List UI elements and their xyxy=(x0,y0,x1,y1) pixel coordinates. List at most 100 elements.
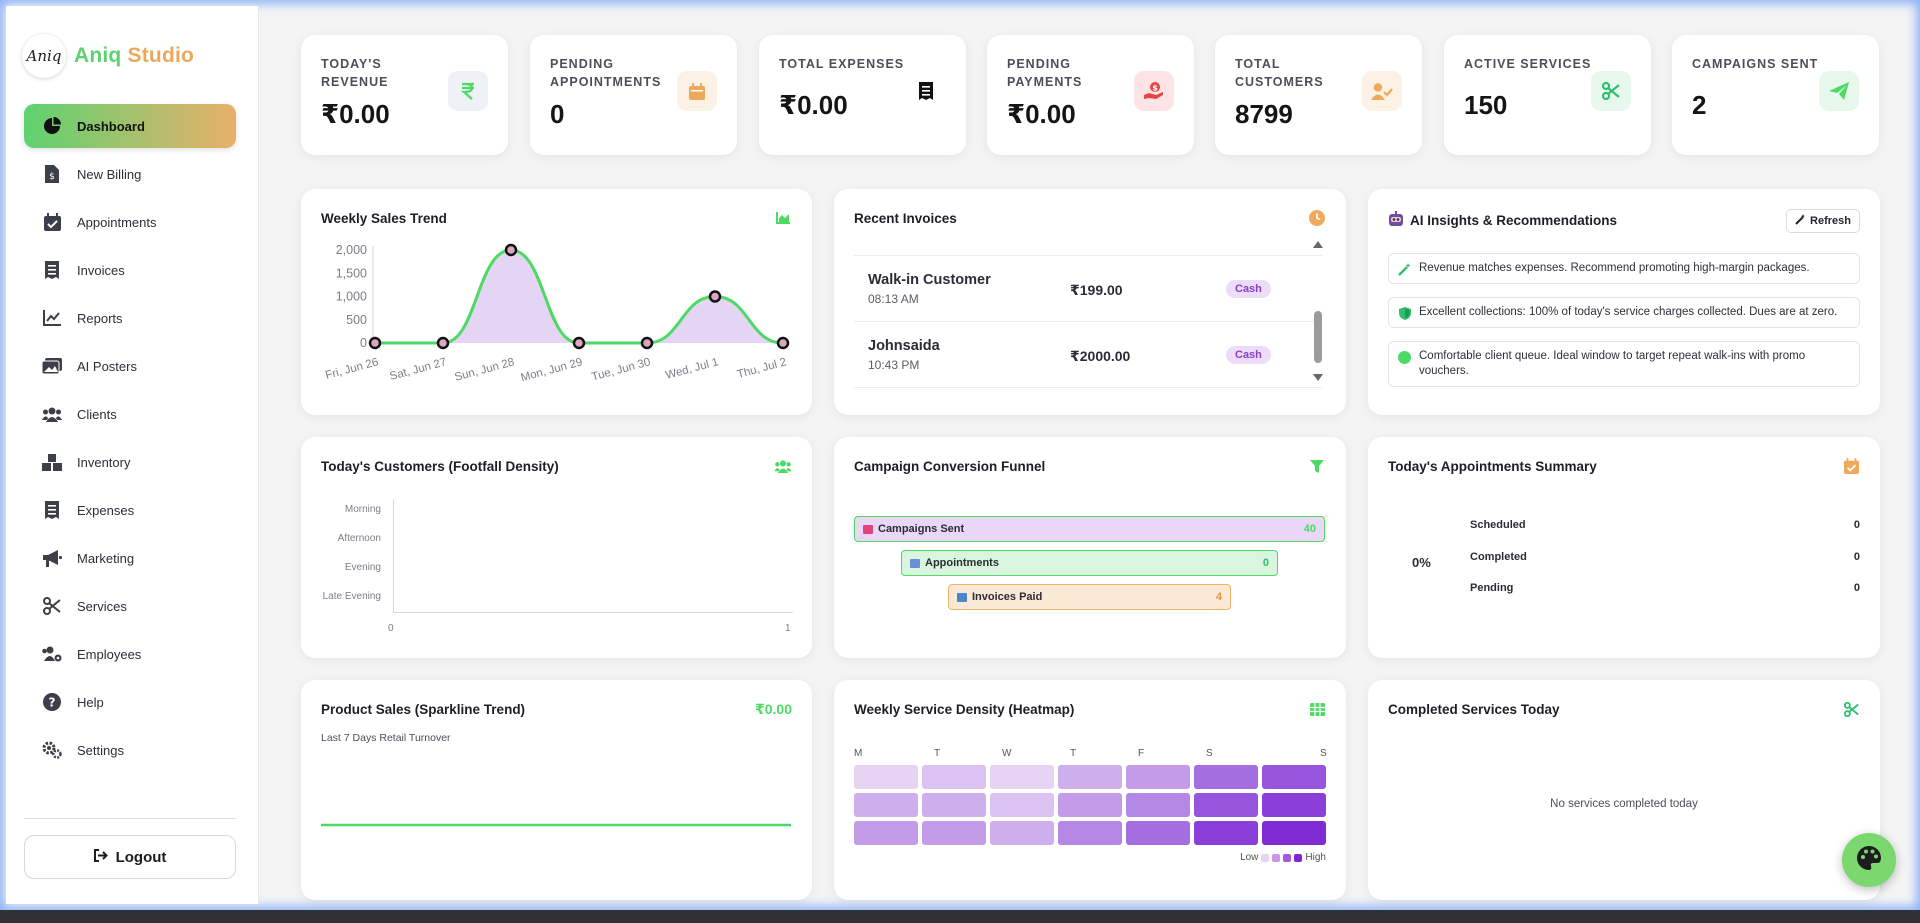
heatmap-cell[interactable] xyxy=(1194,765,1258,789)
funnel-value: 40 xyxy=(1303,523,1316,535)
heatmap-cell[interactable] xyxy=(1126,793,1190,817)
heatmap-cell[interactable] xyxy=(922,765,986,789)
sidebar-item-label: Appointments xyxy=(77,214,157,230)
heatmap-day-label: S xyxy=(1206,748,1213,759)
filter-icon[interactable] xyxy=(1308,457,1326,475)
heatmap-cell[interactable] xyxy=(922,821,986,845)
sidebar-item-invoices[interactable]: Invoices xyxy=(24,248,236,292)
stat-value: 2 xyxy=(1692,90,1707,120)
y-tick-label: 1,000 xyxy=(336,290,367,304)
funnel-bar-invoices-paid[interactable]: Invoices Paid 4 xyxy=(948,584,1231,610)
heatmap-cell[interactable] xyxy=(1194,793,1258,817)
stat-card-total-customers[interactable]: TOTAL CUSTOMERS 8799 xyxy=(1215,35,1422,155)
stat-card-total-expenses[interactable]: TOTAL EXPENSES ₹0.00 xyxy=(759,35,966,155)
receipt-icon xyxy=(42,500,62,520)
file-invoice-dollar-icon: $ xyxy=(42,164,62,184)
calendar-check-icon[interactable] xyxy=(1842,457,1860,475)
funnel-bar-appointments[interactable]: Appointments 0 xyxy=(901,550,1278,576)
data-point xyxy=(368,336,382,350)
users-cog-icon xyxy=(42,644,62,664)
stat-card-todays-revenue[interactable]: TODAY'S REVENUE ₹0.00 xyxy=(301,35,508,155)
insight-text: Comfortable client queue. Ideal window t… xyxy=(1419,350,1806,377)
scroll-up-arrow-icon[interactable] xyxy=(1313,241,1323,248)
panel-title: Completed Services Today xyxy=(1388,702,1560,717)
sidebar-item-services[interactable]: Services xyxy=(24,584,236,628)
area-chart-icon[interactable] xyxy=(774,209,792,227)
sidebar-item-appointments[interactable]: Appointments xyxy=(24,200,236,244)
sidebar-item-marketing[interactable]: Marketing xyxy=(24,536,236,580)
x-tick-label: Thu, Jul 2 xyxy=(736,356,788,381)
footfall-axis-x xyxy=(393,612,793,613)
scissors-icon[interactable] xyxy=(1842,700,1860,718)
stat-card-pending-payments[interactable]: PENDING PAYMENTS ₹0.00 $ xyxy=(987,35,1194,155)
table-row[interactable]: Johnsaida 10:43 PM ₹2000.00 Cash xyxy=(854,322,1322,388)
tick-label: Afternoon xyxy=(337,533,381,544)
theme-palette-button[interactable] xyxy=(1842,833,1896,887)
heatmap-cell[interactable] xyxy=(990,765,1054,789)
sidebar-item-clients[interactable]: Clients xyxy=(24,392,236,436)
scroll-thumb[interactable] xyxy=(1314,311,1322,363)
sidebar-item-inventory[interactable]: Inventory xyxy=(24,440,236,484)
heatmap-cell[interactable] xyxy=(854,821,918,845)
logout-button[interactable]: Logout xyxy=(24,835,236,879)
users-icon[interactable] xyxy=(774,457,792,475)
heatmap-cell[interactable] xyxy=(1262,821,1326,845)
stat-value: ₹0.00 xyxy=(779,90,848,120)
ai-insights-panel: AI Insights & Recommendations Refresh Re… xyxy=(1368,189,1880,415)
x-tick-label: Sat, Jun 27 xyxy=(388,356,447,383)
insight-text: Revenue matches expenses. Recommend prom… xyxy=(1419,262,1810,274)
panel-title: Weekly Sales Trend xyxy=(321,211,447,226)
product-sales-total: ₹0.00 xyxy=(755,701,792,717)
brand[interactable]: Aniq Aniq Studio xyxy=(22,34,194,78)
svg-text:?: ? xyxy=(49,696,56,710)
heatmap-cell[interactable] xyxy=(1194,821,1258,845)
clock-icon[interactable] xyxy=(1308,209,1326,227)
boxes-icon xyxy=(42,452,62,472)
funnel-bar-campaigns-sent[interactable]: Campaigns Sent 40 xyxy=(854,516,1325,542)
calendar-check-icon xyxy=(42,212,62,232)
footfall-y-axis: Morning Afternoon Evening Late Evening xyxy=(301,437,381,658)
sidebar: Aniq Aniq Studio Dashboard $ New Billing… xyxy=(6,6,259,904)
stat-label: PENDING PAYMENTS xyxy=(1007,57,1083,89)
x-tick-label: Fri, Jun 26 xyxy=(324,356,380,382)
refresh-button[interactable]: Refresh xyxy=(1786,209,1860,233)
svg-text:$: $ xyxy=(1152,84,1158,93)
product-sales-subtitle: Last 7 Days Retail Turnover xyxy=(321,732,451,744)
sidebar-item-settings[interactable]: Settings xyxy=(24,728,236,772)
invoice-scrollbar[interactable] xyxy=(1313,241,1323,381)
appointments-percent: 0% xyxy=(1412,555,1431,570)
table-row[interactable]: Walk-in Customer 08:13 AM ₹199.00 Cash xyxy=(854,256,1322,322)
heatmap-cell[interactable] xyxy=(922,793,986,817)
stat-card-campaigns-sent[interactable]: CAMPAIGNS SENT 2 xyxy=(1672,35,1879,155)
sidebar-item-expenses[interactable]: Expenses xyxy=(24,488,236,532)
stat-card-pending-appointments[interactable]: PENDING APPOINTMENTS 0 xyxy=(530,35,737,155)
sidebar-item-ai-posters[interactable]: AI Posters xyxy=(24,344,236,388)
sidebar-item-help[interactable]: ? Help xyxy=(24,680,236,724)
heatmap-cell[interactable] xyxy=(1058,765,1122,789)
heatmap-cell[interactable] xyxy=(1262,793,1326,817)
heatmap-cell[interactable] xyxy=(990,793,1054,817)
sidebar-item-new-billing[interactable]: $ New Billing xyxy=(24,152,236,196)
heatmap-cell[interactable] xyxy=(1058,793,1122,817)
scroll-down-arrow-icon[interactable] xyxy=(1313,374,1323,381)
sidebar-item-label: Settings xyxy=(77,742,124,758)
heatmap-cell[interactable] xyxy=(1126,821,1190,845)
sidebar-item-employees[interactable]: Employees xyxy=(24,632,236,676)
sidebar-item-dashboard[interactable]: Dashboard xyxy=(24,104,236,148)
stat-label: PENDING APPOINTMENTS xyxy=(550,57,662,89)
scissors-icon xyxy=(42,596,62,616)
heatmap-cell[interactable] xyxy=(1262,765,1326,789)
list-item: Completed 0 xyxy=(1470,551,1860,563)
heatmap-cell[interactable] xyxy=(1126,765,1190,789)
list-item: Scheduled 0 xyxy=(1470,519,1860,531)
table-grid-icon[interactable] xyxy=(1308,700,1326,718)
legend-swatch xyxy=(1283,853,1292,862)
stat-card-active-services[interactable]: ACTIVE SERVICES 150 xyxy=(1444,35,1651,155)
heatmap-cell[interactable] xyxy=(990,821,1054,845)
heatmap-cell[interactable] xyxy=(1058,821,1122,845)
sidebar-item-reports[interactable]: Reports xyxy=(24,296,236,340)
heatmap-cell[interactable] xyxy=(854,793,918,817)
heatmap-cell[interactable] xyxy=(854,765,918,789)
invoice-customer: Johnsaida xyxy=(868,338,940,354)
data-point xyxy=(504,243,518,257)
